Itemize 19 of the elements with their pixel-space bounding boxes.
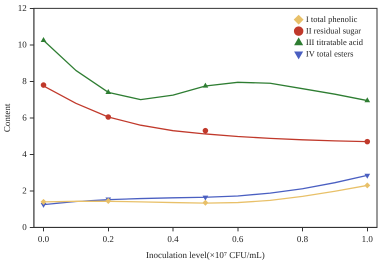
- legend-label: I total phenolic: [306, 14, 358, 24]
- y-tick-label: 8: [22, 76, 28, 86]
- y-tick-label: 4: [22, 148, 28, 159]
- legend-label: III titratable acid: [306, 36, 364, 47]
- y-tick-label: 6: [22, 112, 28, 122]
- y-tick-label: 2: [22, 185, 27, 196]
- y-tick-label: 12: [18, 2, 27, 13]
- x-tick-label: 0.2: [102, 234, 114, 244]
- x-tick-label: 1.0: [362, 234, 374, 244]
- y-axis-title: Content: [2, 103, 12, 132]
- legend-label: IV total esters: [306, 48, 354, 58]
- x-axis-title: Inoculation level(×10⁷ CFU/mL): [146, 250, 265, 260]
- y-tick-label: 0: [22, 222, 28, 232]
- x-tick-label: 0.8: [296, 234, 309, 244]
- x-tick-label: 0.6: [232, 234, 244, 244]
- x-tick-label: 0.0: [38, 234, 50, 244]
- x-tick-label: 0.4: [167, 234, 180, 244]
- y-tick-label: 10: [18, 39, 28, 50]
- legend-label: II residual sugar: [306, 25, 362, 36]
